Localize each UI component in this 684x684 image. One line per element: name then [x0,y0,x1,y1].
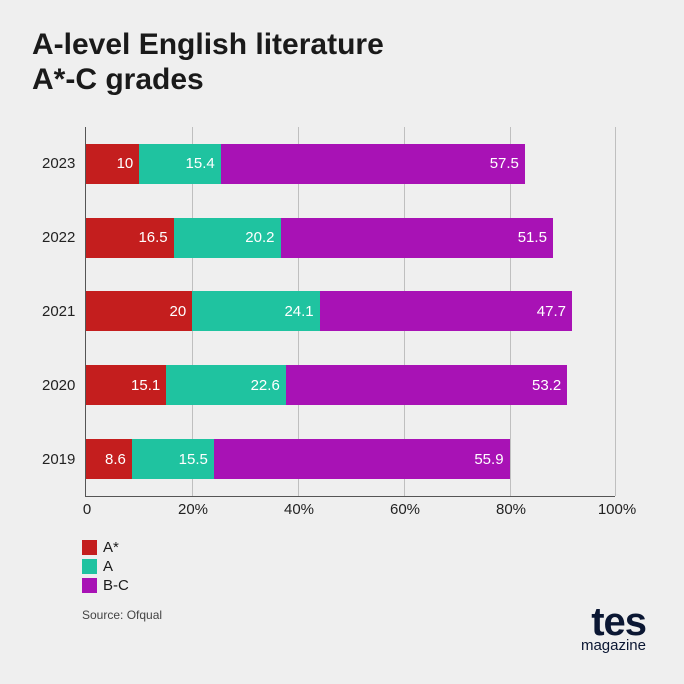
legend-item: B-C [82,577,652,594]
y-axis-labels: 2023 2022 2021 2020 2019 [42,127,85,497]
chart: 20232022202120202019 1015.457.516.520.25… [42,127,652,497]
bar-segment-a: 24.1 [192,291,319,331]
bar-row: 15.122.653.2 [86,365,615,405]
logo-line-2: magazine [581,640,646,652]
legend-item: A* [82,539,652,556]
gridline [615,127,616,496]
bar-segment-b-c: 57.5 [221,144,525,184]
bar-segment-a: 15.5 [132,439,214,479]
x-tick: 0 [83,501,91,518]
legend-label: A* [103,539,119,556]
bar-segment-b-c: 47.7 [320,291,572,331]
x-tick: 60% [390,501,420,518]
legend-label: A [103,558,113,575]
bar-segment-a-star: 15.1 [86,365,166,405]
bar-row: 1015.457.5 [86,144,615,184]
legend-swatch [82,559,97,574]
bar-row: 2024.147.7 [86,291,615,331]
legend-swatch [82,540,97,555]
bar-segment-a: 15.4 [139,144,220,184]
legend-item: A [82,558,652,575]
bars-container: 1015.457.5 16.520.251.5 2024.147.7 15.122.6… [86,127,615,496]
x-tick: 80% [496,501,526,518]
bar-segment-a-star: 8.6 [86,439,131,479]
x-tick: 40% [284,501,314,518]
bar-segment-a-star: 16.5 [86,218,173,258]
x-tick: 100% [598,501,636,518]
bar-row: 8.615.555.9 [86,439,615,479]
bar-segment-a: 20.2 [174,218,281,258]
bar-segment-b-c: 51.5 [281,218,553,258]
plot-area: 1015.457.5 16.520.251.5 2024.147.7 15.122.6… [85,127,615,497]
y-label: 2022 [42,223,75,253]
title-line-2: A*-C grades [32,63,204,96]
legend: A* A B-C [82,539,652,594]
bar-segment-b-c: 53.2 [286,365,567,405]
bar-segment-a-star: 10 [86,144,139,184]
legend-swatch [82,578,97,593]
y-label: 2019 [42,445,75,475]
bar-segment-b-c: 55.9 [214,439,510,479]
x-tick: 20% [178,501,208,518]
bar-segment-a: 22.6 [166,365,286,405]
page-title: A-level English literature A*-C grades [32,28,652,97]
bar-segment-a-star: 20 [86,291,192,331]
source-text: Source: Ofqual [82,608,652,622]
logo-line-1: tes [581,606,646,638]
publisher-logo: tes magazine [581,606,646,652]
y-label: 2020 [42,371,75,401]
title-line-1: A-level English literature [32,28,384,61]
x-axis: 020%40%60%80%100% [87,501,617,527]
legend-label: B-C [103,577,129,594]
y-label: 2023 [42,149,75,179]
y-label: 2021 [42,297,75,327]
bar-row: 16.520.251.5 [86,218,615,258]
